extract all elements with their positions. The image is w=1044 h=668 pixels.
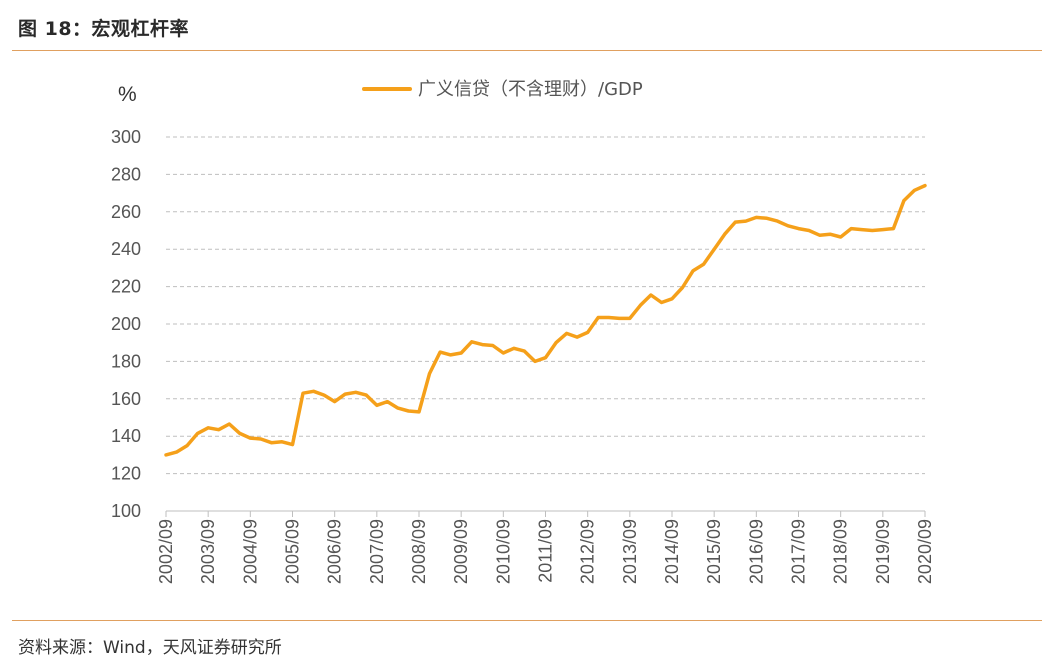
x-tick-label: 2007/09: [367, 519, 387, 584]
x-tick-label: 2011/09: [536, 519, 556, 583]
x-tick-label: 2005/09: [283, 519, 303, 584]
line-chart: 100 120 140 160 180 200 220 240 260 280 300 2002/0…: [111, 79, 935, 584]
gridlines: [166, 136, 925, 475]
legend-label: 广义信贷（不含理财）/GDP: [418, 79, 643, 100]
y-tick-label: 260: [111, 202, 141, 222]
y-tick-label: 120: [111, 464, 141, 484]
x-tick-label: 2002/09: [156, 519, 176, 584]
x-tick-label: 2008/09: [409, 519, 429, 584]
x-axis: 2002/09 2003/09 2004/09 2005/09 2006/09 2007/…: [156, 510, 935, 584]
x-tick-label: 2016/09: [746, 519, 766, 584]
y-axis-unit-label: %: [118, 83, 137, 106]
x-tick-label: 2004/09: [240, 519, 260, 584]
x-tick-label: 2009/09: [451, 519, 471, 584]
series-line: [164, 183, 927, 457]
y-tick-label: 140: [111, 426, 141, 446]
x-tick-label: 2019/09: [873, 519, 893, 584]
x-tick-label: 2015/09: [704, 519, 724, 584]
bottom-divider: [12, 620, 1042, 621]
x-tick-label: 2020/09: [915, 519, 935, 584]
x-tick-label: 2018/09: [831, 519, 851, 584]
y-axis-ticks: 100 120 140 160 180 200 220 240 260 280 300: [111, 127, 141, 521]
legend: 广义信贷（不含理财）/GDP: [362, 79, 643, 100]
y-tick-label: 240: [111, 239, 141, 259]
y-tick-label: 200: [111, 314, 141, 334]
y-tick-label: 100: [111, 501, 141, 521]
x-tick-label: 2012/09: [578, 519, 598, 584]
x-tick-label: 2017/09: [789, 519, 809, 584]
x-tick-label: 2014/09: [662, 519, 682, 584]
x-tick-label: 2006/09: [325, 519, 345, 584]
figure-source: 资料来源：Wind，天风证券研究所: [18, 638, 282, 658]
x-tick-label: 2010/09: [493, 519, 513, 584]
y-tick-label: 180: [111, 351, 141, 371]
figure-title: 图 18：宏观杠杆率: [18, 18, 190, 40]
series-layer: [164, 183, 927, 457]
y-tick-label: 280: [111, 164, 141, 184]
x-tick-label: 2013/09: [620, 519, 640, 584]
top-divider: [12, 50, 1042, 51]
y-tick-label: 300: [111, 127, 141, 147]
y-tick-label: 220: [111, 277, 141, 297]
x-tick-label: 2003/09: [198, 519, 218, 584]
y-tick-label: 160: [111, 389, 141, 409]
